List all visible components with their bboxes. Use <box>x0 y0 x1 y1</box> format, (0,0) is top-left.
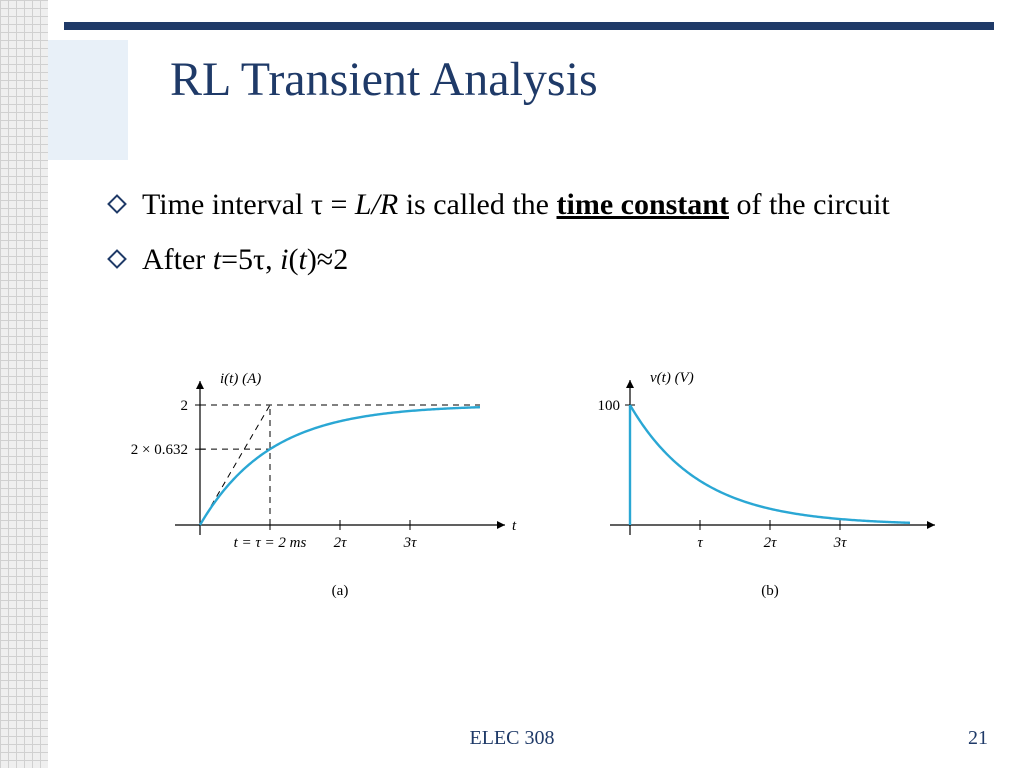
svg-text:2: 2 <box>181 398 189 414</box>
svg-text:t = τ = 2 ms: t = τ = 2 ms <box>234 535 307 551</box>
page-title: RL Transient Analysis <box>170 52 598 107</box>
footer-page: 21 <box>968 727 988 750</box>
svg-text:(a): (a) <box>332 583 349 599</box>
top-rule <box>64 22 994 30</box>
svg-text:i(t) (A): i(t) (A) <box>220 371 261 387</box>
svg-text:2τ: 2τ <box>334 535 348 551</box>
bullet-text: Time interval τ = L/R is called the time… <box>142 185 964 226</box>
diamond-icon <box>107 194 127 214</box>
bullet-item: Time interval τ = L/R is called the time… <box>110 185 964 226</box>
bullet-text: After t=5τ, i(t)≈2 <box>142 240 964 281</box>
bullet-list: Time interval τ = L/R is called the time… <box>110 185 964 294</box>
svg-text:100: 100 <box>598 398 621 414</box>
decorative-grid-strip <box>0 0 48 768</box>
svg-text:τ: τ <box>697 535 703 551</box>
footer-course: ELEC 308 <box>0 727 1024 750</box>
svg-text:2τ: 2τ <box>764 535 778 551</box>
svg-text:(b): (b) <box>761 583 779 599</box>
svg-text:v(t) (V): v(t) (V) <box>650 370 694 386</box>
charts-figure: t = τ = 2 ms 2τ 3τ 2 2 × 0.632 i(t) (A) t (a) τ 2… <box>110 345 940 645</box>
svg-text:t: t <box>512 518 517 534</box>
svg-text:3τ: 3τ <box>403 535 418 551</box>
diamond-icon <box>107 249 127 269</box>
svg-text:3τ: 3τ <box>833 535 848 551</box>
bullet-item: After t=5τ, i(t)≈2 <box>110 240 964 281</box>
svg-text:2 × 0.632: 2 × 0.632 <box>131 442 188 458</box>
accent-block <box>48 40 128 160</box>
